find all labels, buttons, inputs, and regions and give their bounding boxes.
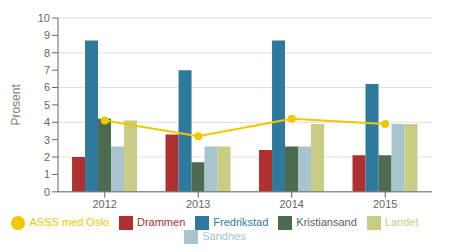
svg-text:2015: 2015 [373,198,397,210]
svg-text:4: 4 [44,116,50,128]
svg-text:3: 3 [44,134,50,146]
html-text:Sandnes: Sandnes [202,229,246,242]
html-text:ASSS med Oslo: ASSS med Oslo [29,215,109,228]
svg-text:8: 8 [44,47,50,59]
html-text:Kristiansand: Kristiansand [296,215,357,228]
svg-text:2013: 2013 [186,198,210,210]
svg-text:7: 7 [44,64,50,76]
svg-text:2014: 2014 [280,198,304,210]
svg-text:6: 6 [44,81,50,93]
html-text:Landet: Landet [384,215,419,228]
svg-text:2012: 2012 [93,198,117,210]
html-text:Drammen: Drammen [137,215,186,228]
svg-text:5: 5 [44,99,50,111]
svg-text:2: 2 [44,151,50,163]
svg-text:10: 10 [38,12,50,24]
svg-text:Prosent: Prosent [9,84,23,126]
svg-text:1: 1 [44,168,50,180]
html-text:Fredrikstad: Fredrikstad [213,215,269,228]
svg-text:0: 0 [44,186,50,198]
svg-text:9: 9 [44,29,50,41]
